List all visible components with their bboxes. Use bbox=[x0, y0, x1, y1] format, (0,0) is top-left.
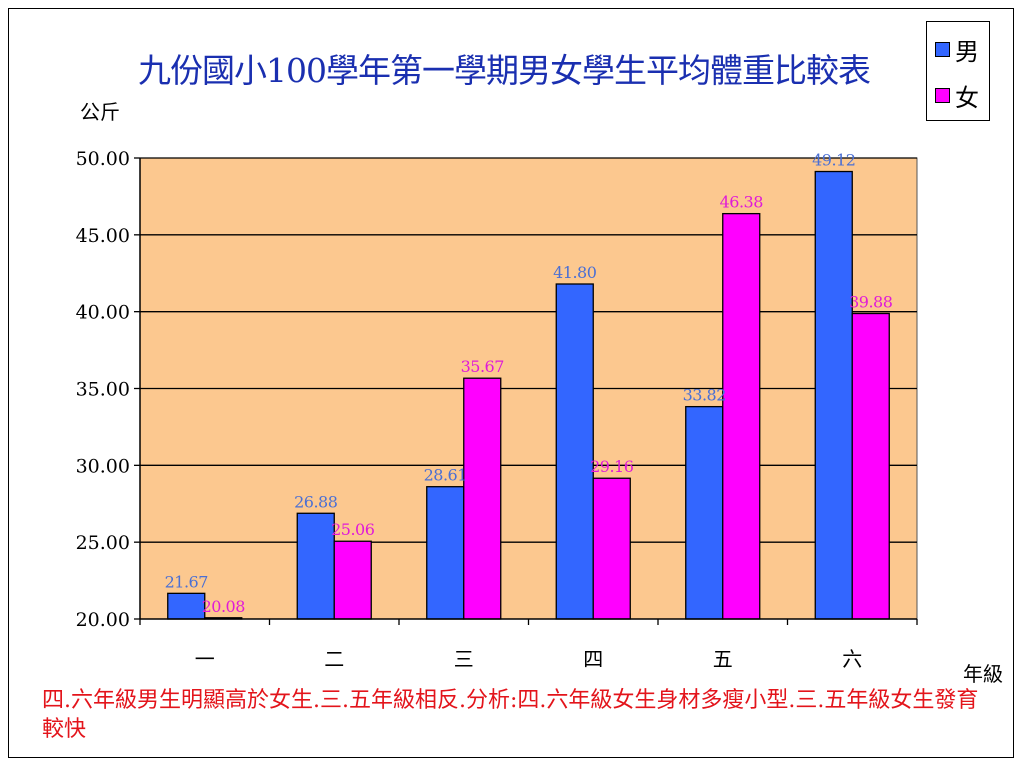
bar-male bbox=[296, 512, 335, 620]
y-tick-label: 25.00 bbox=[76, 532, 130, 554]
y-tick-label: 35.00 bbox=[76, 379, 130, 401]
legend-item-female: 女 bbox=[935, 78, 979, 113]
legend-swatch-female bbox=[935, 88, 950, 103]
bar-male bbox=[814, 170, 853, 620]
data-label-male: 21.67 bbox=[165, 572, 209, 591]
bar-male bbox=[685, 405, 724, 620]
legend: 男 女 bbox=[926, 21, 990, 121]
x-tick-label: 五 bbox=[713, 647, 733, 671]
data-label-male: 26.88 bbox=[294, 492, 338, 511]
data-label-female: 29.16 bbox=[590, 457, 634, 476]
x-tick-label: 三 bbox=[454, 647, 474, 671]
bar-female bbox=[333, 540, 372, 620]
x-tick-label: 四 bbox=[583, 647, 603, 671]
bar-female bbox=[592, 477, 631, 620]
data-label-female: 25.06 bbox=[331, 520, 375, 539]
caption: 四.六年級男生明顯高於女生.三.五年級相反.分析:四.六年級女生身材多瘦小型.三… bbox=[42, 688, 979, 742]
data-label-female: 46.38 bbox=[720, 193, 764, 212]
bar-male bbox=[167, 592, 206, 620]
bar-male bbox=[555, 283, 594, 620]
legend-swatch-male bbox=[935, 42, 950, 57]
slide-frame bbox=[8, 8, 1014, 758]
bar-male bbox=[426, 486, 465, 620]
x-tick-label: 一 bbox=[195, 647, 215, 671]
x-axis-label: 年級 bbox=[963, 662, 1003, 686]
data-label-female: 35.67 bbox=[461, 357, 505, 376]
bar-chart: 20.00 25.00 30.00 35.00 40.00 45.00 50.00 一 21.6… bbox=[76, 100, 1003, 686]
legend-item-male: 男 bbox=[935, 32, 979, 67]
gridlines bbox=[140, 157, 917, 543]
x-tick-label: 二 bbox=[324, 647, 344, 671]
data-label-male: 49.12 bbox=[812, 151, 855, 170]
data-label-male: 28.61 bbox=[424, 466, 467, 485]
legend-label-female: 女 bbox=[955, 84, 979, 112]
bar-female bbox=[851, 312, 890, 620]
x-tick-label: 六 bbox=[842, 647, 862, 671]
data-label-female: 39.88 bbox=[849, 293, 893, 312]
y-tick-label: 20.00 bbox=[76, 609, 130, 631]
data-label-female: 20.08 bbox=[202, 597, 246, 616]
y-tick-label: 50.00 bbox=[76, 148, 130, 170]
data-label-male: 41.80 bbox=[553, 263, 597, 282]
bar-female bbox=[463, 377, 502, 620]
chart-title: 九份國小100學年第一學期男女學生平均體重比較表 bbox=[138, 51, 871, 90]
y-axis-label: 公斤 bbox=[80, 100, 120, 124]
bars bbox=[167, 170, 890, 620]
axes bbox=[134, 157, 918, 625]
legend-label-male: 男 bbox=[955, 38, 979, 66]
y-tick-label: 40.00 bbox=[76, 302, 130, 324]
bar-female bbox=[722, 212, 761, 620]
labels: 20.00 25.00 30.00 35.00 40.00 45.00 50.00 一 21.6… bbox=[76, 148, 894, 671]
y-tick-label: 30.00 bbox=[76, 455, 130, 477]
y-tick-label: 45.00 bbox=[76, 225, 130, 247]
data-label-male: 33.82 bbox=[683, 386, 726, 405]
